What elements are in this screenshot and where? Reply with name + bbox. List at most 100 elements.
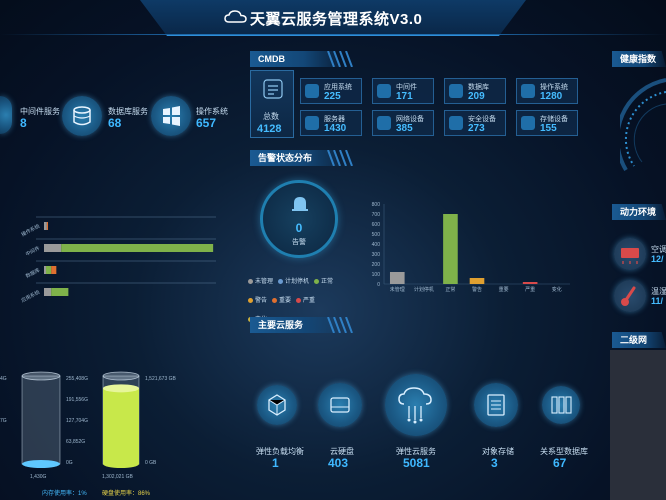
cmdb-item-middleware[interactable]: 中间件 171 — [372, 78, 434, 104]
elastic-cloud-server-icon[interactable] — [385, 374, 447, 436]
temperature-humidity-value: 11/ — [651, 296, 664, 306]
legend-swatch — [314, 278, 320, 284]
cmdb-item-security[interactable]: 安全设备 273 — [444, 110, 506, 136]
legend-label: 重要 — [279, 298, 292, 304]
database-service-icon[interactable] — [62, 96, 102, 136]
server-icon — [305, 116, 319, 130]
cmdb-total-label: 总数 — [263, 112, 279, 121]
health-index-title: 健康指数 — [612, 51, 666, 67]
disk-bottom-tick: 0 GB — [145, 460, 157, 466]
middleware-service-label: 中间件服务 — [20, 107, 60, 116]
disk-top-tick: 1,521,673 GB — [145, 376, 177, 382]
cloud-disk-value: 403 — [328, 456, 349, 470]
database-icon — [449, 84, 463, 98]
stacked-segment[interactable] — [61, 244, 214, 252]
legend-item[interactable]: 重要 — [272, 295, 291, 304]
stacked-segment[interactable] — [51, 288, 69, 296]
alarm-light-icon — [292, 197, 308, 211]
stacked-segment[interactable] — [44, 222, 47, 230]
disk-cylinder-liquid-top — [103, 384, 139, 393]
cmdb-total-box[interactable]: 总数 4128 — [250, 70, 294, 138]
legend-item[interactable]: 警告 — [248, 295, 267, 304]
memory-tick-label: 255,408G — [66, 376, 88, 382]
cmdb-item-name: 存储设备 — [540, 116, 568, 123]
stacked-segment[interactable] — [51, 266, 57, 274]
cmdb-item-value: 225 — [324, 91, 341, 102]
legend-item[interactable]: 未管理 — [248, 276, 273, 285]
legend-item[interactable]: 计划停机 — [278, 276, 309, 285]
os-service-icon[interactable] — [151, 96, 191, 136]
bar-未管理[interactable] — [389, 272, 405, 284]
legend-swatch — [248, 278, 253, 284]
stacked-segment[interactable] — [46, 222, 49, 230]
air-conditioner-icon[interactable] — [614, 238, 646, 270]
category-label: 数据库 — [24, 267, 41, 280]
alert-count-ring[interactable]: 0 告警 — [260, 180, 338, 258]
storage-icon — [521, 116, 535, 130]
y-tick-label: 500 — [372, 232, 381, 238]
memory-tick-label: 63,852G — [66, 439, 85, 445]
stacked-segment[interactable] — [44, 244, 62, 252]
cmdb-item-name: 服务器 — [324, 116, 345, 123]
cmdb-item-storage[interactable]: 存储设备 155 — [516, 110, 578, 136]
cmdb-total-value: 4128 — [257, 123, 282, 135]
object-storage-label: 对象存储 — [482, 447, 514, 456]
legend-label: 正常 — [321, 279, 334, 285]
x-tick-label: 变化 — [552, 286, 562, 293]
database-service-value: 68 — [108, 116, 122, 130]
cmdb-item-server[interactable]: 服务器 1430 — [300, 110, 362, 136]
load-balancer-icon[interactable] — [257, 385, 297, 425]
legend-swatch — [296, 297, 302, 303]
memory-cylinder-base — [22, 460, 60, 468]
disk-cylinder[interactable] — [102, 371, 140, 468]
l2-network-title: 二级网 — [612, 332, 666, 348]
cloud-logo-icon — [224, 10, 247, 23]
cmdb-item-value: 209 — [468, 91, 485, 102]
windows-icon — [521, 84, 535, 98]
y-tick-label: 200 — [372, 262, 381, 268]
cmdb-item-network[interactable]: 网络设备 385 — [372, 110, 434, 136]
memory-tick-label: 127,704G — [66, 418, 88, 424]
health-gauge — [620, 78, 666, 172]
stacked-segment[interactable] — [44, 266, 47, 274]
x-tick-label: 未管理 — [390, 286, 405, 293]
relational-database-label: 关系型数据库 — [540, 447, 588, 456]
legend-item[interactable]: 正常 — [314, 276, 333, 285]
cmdb-item-name: 网络设备 — [396, 116, 424, 123]
cmdb-title-stripes — [327, 51, 353, 67]
header-bar — [140, 0, 526, 36]
storage-cylinders: 255,408G 191,556G 127,704G 63,852G 0G 4G 7G 1,4… — [0, 371, 177, 480]
stacked-segment[interactable] — [46, 266, 52, 274]
cmdb-item-value: 1280 — [540, 91, 563, 102]
category-label: 中间件 — [24, 245, 41, 258]
bar-警告[interactable] — [469, 278, 485, 284]
thermometer-icon[interactable] — [614, 280, 646, 312]
cmdb-item-app-system[interactable]: 应用系统 225 — [300, 78, 362, 104]
disk-cylinder-base — [103, 460, 139, 468]
bar-严重[interactable] — [522, 282, 538, 284]
cmdb-item-name: 应用系统 — [324, 84, 352, 91]
cmdb-item-os[interactable]: 操作系统 1280 — [516, 78, 578, 104]
legend-label: 计划停机 — [285, 279, 310, 285]
legend-item[interactable]: 严重 — [296, 295, 315, 304]
air-conditioner-value: 12/ — [651, 254, 664, 264]
legend-swatch — [272, 297, 278, 303]
x-tick-label: 重要 — [499, 286, 509, 293]
cmdb-item-name: 中间件 — [396, 84, 417, 91]
bar-正常[interactable] — [443, 214, 458, 284]
middleware-icon — [377, 84, 391, 98]
relational-database-value: 67 — [553, 456, 567, 470]
cmdb-item-name: 数据库 — [468, 84, 489, 91]
cloud-disk-icon[interactable] — [318, 383, 362, 427]
shield-icon — [449, 116, 463, 130]
object-storage-icon[interactable] — [474, 383, 518, 427]
y-tick-label: 700 — [372, 212, 381, 218]
stacked-segment[interactable] — [44, 288, 52, 296]
relational-database-icon[interactable] — [542, 386, 580, 424]
cmdb-item-database[interactable]: 数据库 209 — [444, 78, 506, 104]
cmdb-total-icon — [263, 79, 283, 99]
power-env-title: 动力环境 — [612, 204, 666, 220]
x-tick-label: 正常 — [445, 286, 455, 293]
memory-cylinder[interactable] — [21, 371, 61, 468]
